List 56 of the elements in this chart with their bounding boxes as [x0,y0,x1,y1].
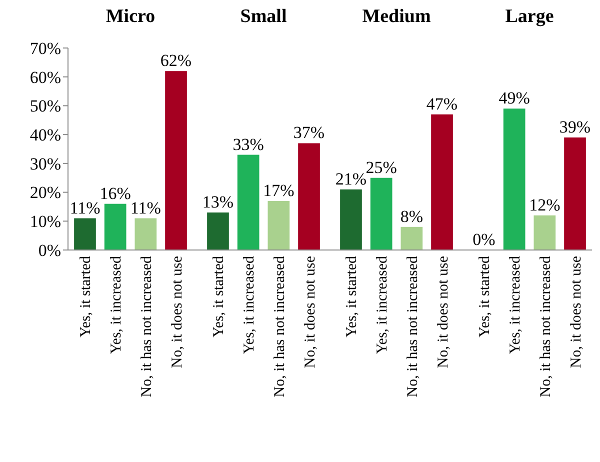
data-label: 12% [529,195,560,214]
x-tick-label: No, it does not use [568,256,584,368]
x-tick-label: Yes, it increased [374,256,391,354]
chart-title: Micro [106,6,156,27]
x-tick-label: No, it has not increased [404,256,421,398]
x-tick-label: Yes, it increased [242,256,258,354]
data-label: 33% [232,134,264,154]
x-tick-label: Yes, it started [78,256,94,338]
data-label: 21% [335,169,367,188]
chart-title: Medium [362,6,431,27]
data-label: 62% [160,51,192,70]
bar [165,71,187,250]
data-label: 17% [263,180,294,200]
bar [237,154,260,250]
data-label: 49% [498,88,530,108]
x-tick-label: Yes, it started [477,256,494,338]
bar [431,114,453,250]
bar [298,143,320,250]
y-tick-label: 40% [30,126,61,145]
bar [207,212,229,250]
data-label: 16% [100,184,131,203]
bar [104,204,126,250]
y-tick-label: 60% [30,68,61,87]
bar [370,178,392,250]
bar [74,218,96,250]
data-label: 37% [293,123,325,142]
x-tick-label: No, it has not increased [138,256,155,398]
x-tick-label: No, it has not increased [538,256,554,398]
y-tick-label: 50% [30,96,61,116]
data-label: 39% [559,117,591,136]
x-tick-label: Yes, it started [211,256,228,338]
data-label: 0% [472,230,496,249]
bar [340,189,362,250]
x-tick-label: No, it has not increased [272,256,288,398]
bar [268,200,290,250]
x-tick-label: Yes, it increased [108,256,125,354]
x-tick-label: No, it does not use [435,256,452,368]
chart-title: Large [505,6,554,27]
data-label: 11% [130,198,161,218]
data-label: 25% [366,158,397,177]
data-label: 13% [202,192,234,212]
y-tick-label: 10% [30,212,61,232]
data-label: 47% [426,94,458,114]
chart-title: Small [240,6,287,27]
x-tick-label: No, it does not use [169,256,186,368]
bar [400,226,423,250]
y-tick-label: 30% [30,154,61,174]
x-tick-label: No, it does not use [302,256,318,368]
x-tick-label: Yes, it started [344,256,360,338]
x-tick-label: Yes, it increased [508,256,524,354]
y-tick-label: 20% [30,183,61,202]
y-tick-label: 0% [38,240,61,260]
data-label: 11% [70,198,100,218]
y-tick-label: 70% [30,38,61,58]
bar [134,218,157,250]
data-label: 8% [400,206,424,226]
